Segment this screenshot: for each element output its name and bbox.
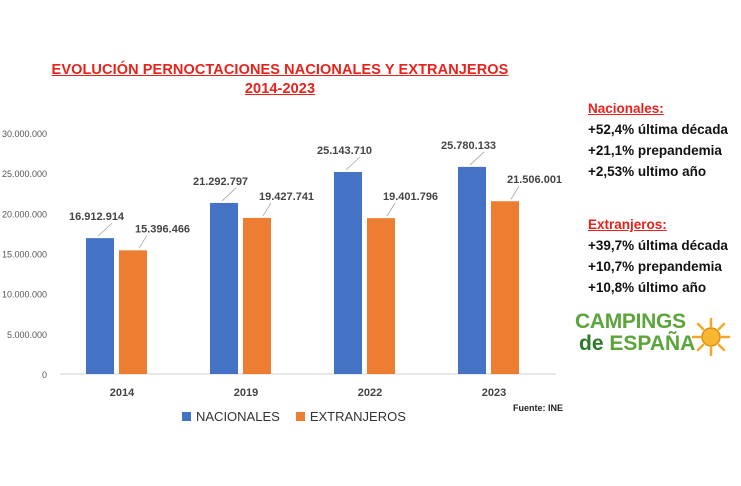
logo-line1: CAMPINGS	[575, 310, 686, 333]
bar-nacionales	[334, 172, 362, 374]
x-tick-label: 2023	[482, 387, 506, 399]
data-label-leader	[510, 186, 520, 200]
chart-title: EVOLUCIÓN PERNOCTACIONES NACIONALES Y EX…	[51, 62, 509, 78]
y-tick-label: 0	[42, 370, 47, 380]
data-label: 25.780.133	[441, 140, 496, 152]
legend-label-nacionales: NACIONALES	[196, 409, 280, 424]
legend-swatch-nacionales	[182, 412, 191, 421]
bar-extranjeros	[491, 201, 519, 374]
y-tick-label: 20.000.000	[2, 209, 47, 219]
bar-nacionales	[458, 166, 486, 374]
extranjeros-line: +10,8% último año	[588, 280, 707, 295]
nacionales-line: +21,1% prepandemia	[588, 143, 722, 158]
extranjeros-line: +10,7% prepandemia	[588, 259, 722, 274]
source-note: Fuente: INE	[513, 403, 564, 413]
nacionales-summary: Nacionales: +52,4% última década +21,1% …	[588, 98, 728, 182]
y-tick-label: 15.000.000	[2, 250, 47, 260]
data-label-leader	[221, 187, 237, 202]
data-label: 25.143.710	[317, 145, 372, 157]
logo-espana: ESPAÑA	[609, 332, 696, 355]
nacionales-line: +52,4% última década	[588, 122, 728, 137]
x-tick-label: 2022	[358, 387, 382, 399]
y-tick-label: 10.000.000	[2, 290, 47, 300]
y-tick-label: 25.000.000	[2, 169, 47, 179]
bar-extranjeros	[119, 250, 147, 374]
bar-nacionales	[210, 202, 238, 374]
campings-logo: CAMPINGS de ESPAÑA	[575, 311, 695, 355]
x-tick-label: 2014	[110, 387, 135, 399]
y-tick-label: 30.000.000	[2, 129, 47, 139]
nacionales-line: +2,53% ultimo año	[588, 164, 707, 179]
data-label-leader	[138, 235, 148, 249]
x-tick-label: 2019	[234, 387, 258, 399]
extranjeros-line: +39,7% última década	[588, 238, 728, 253]
chart-subtitle: 2014-2023	[244, 81, 316, 97]
data-label: 15.396.466	[135, 223, 190, 235]
data-label-leader	[386, 202, 396, 217]
data-label-leader	[345, 156, 361, 171]
legend-item-extranjeros: EXTRANJEROS	[295, 409, 406, 424]
extranjeros-heading: Extranjeros:	[588, 217, 667, 232]
legend-item-nacionales: NACIONALES	[182, 409, 280, 424]
data-label: 19.427.741	[259, 191, 314, 203]
data-label: 21.506.001	[507, 174, 562, 186]
data-label-leader	[97, 222, 113, 237]
data-label-leader	[469, 151, 485, 166]
data-label-leader	[262, 202, 272, 217]
legend-swatch-extranjeros	[295, 412, 305, 421]
bar-extranjeros	[243, 217, 271, 374]
logo-line2: de ESPAÑA	[579, 333, 695, 355]
y-tick-label: 5.000.000	[7, 330, 47, 340]
sun-icon	[691, 317, 731, 357]
logo-de: de	[579, 332, 604, 355]
data-label: 16.912.914	[69, 211, 125, 223]
data-label: 21.292.797	[193, 176, 248, 188]
nacionales-heading: Nacionales:	[588, 101, 664, 116]
bar-extranjeros	[367, 218, 395, 374]
legend-label-extranjeros: EXTRANJEROS	[309, 409, 406, 424]
legend: NACIONALES EXTRANJEROS	[182, 409, 422, 424]
extranjeros-summary: Extranjeros: +39,7% última década +10,7%…	[588, 214, 728, 298]
data-label: 19.401.796	[383, 191, 438, 203]
bar-nacionales	[86, 238, 114, 374]
